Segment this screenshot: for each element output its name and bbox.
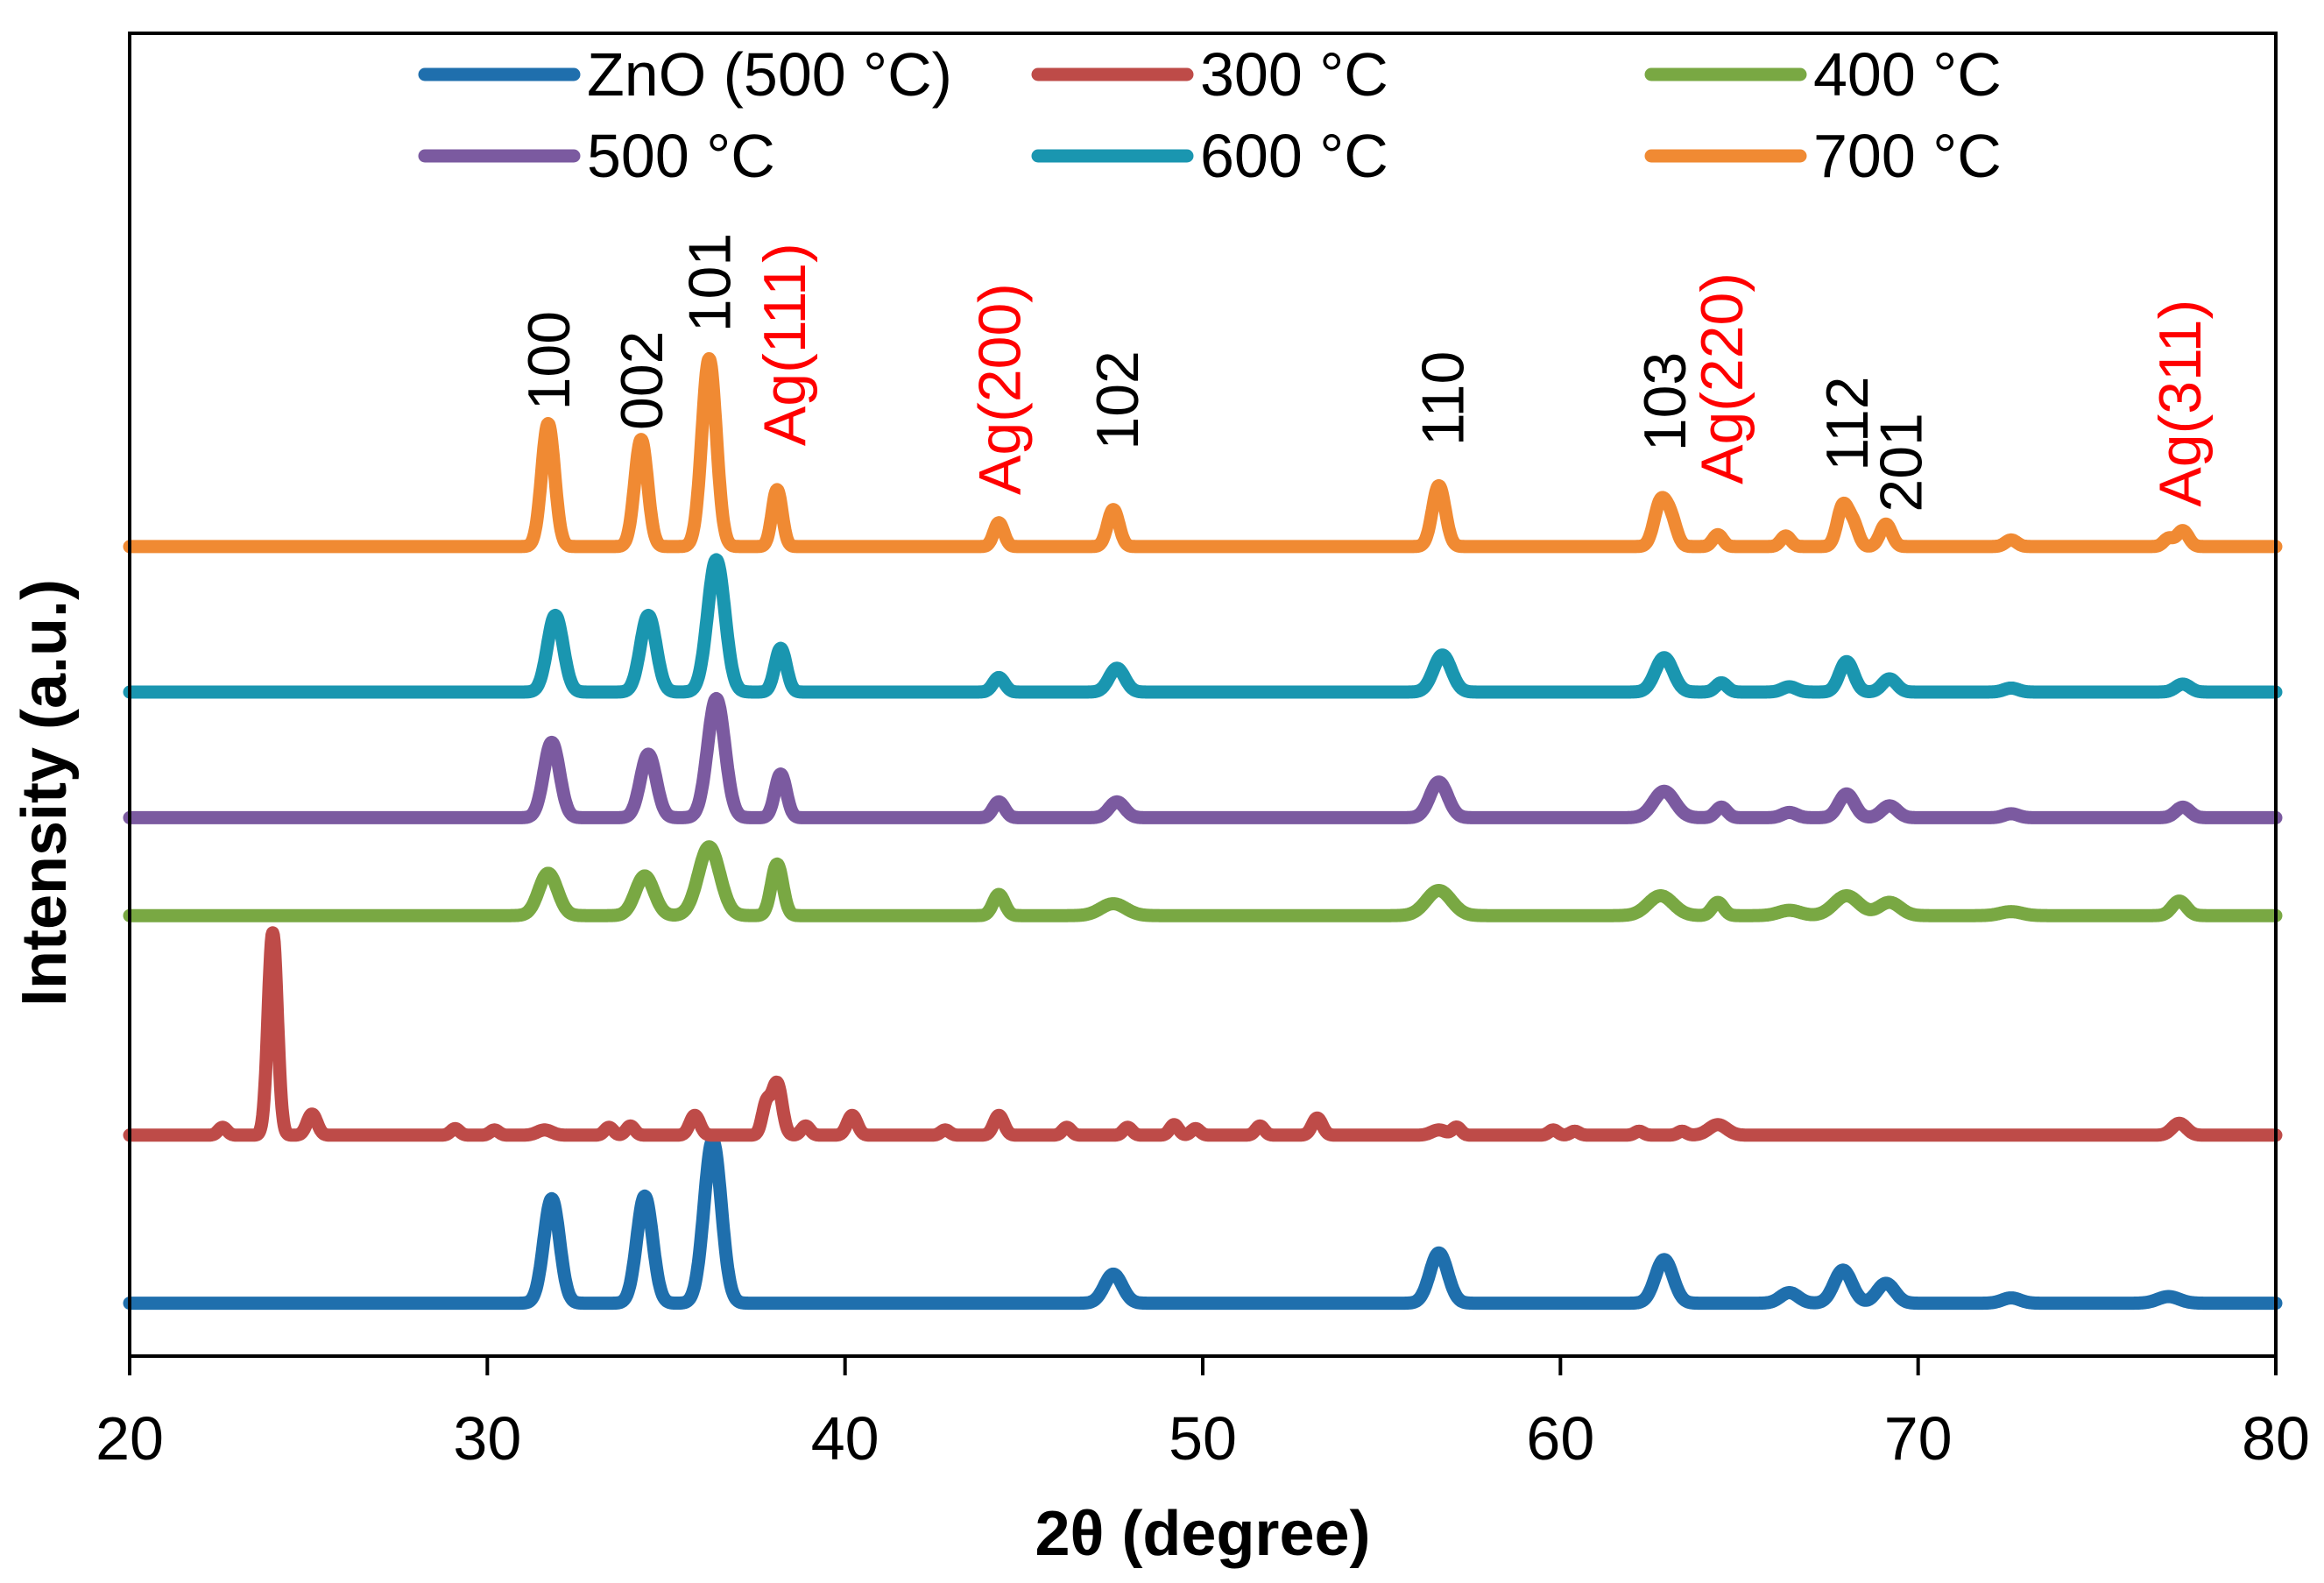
peak-label-6: 110 — [1410, 351, 1477, 446]
series-line-3 — [123, 692, 2283, 824]
x-tick-label-40: 40 — [811, 1404, 879, 1473]
x-tick-label-20: 20 — [95, 1404, 164, 1473]
peak-label-10: 201 — [1868, 413, 1934, 512]
legend-label-5: 700 °C — [1813, 122, 2002, 190]
peak-label-4: Ag(200) — [966, 283, 1033, 495]
x-tick-label-50: 50 — [1169, 1404, 1237, 1473]
y-axis-title: Intensity (a.u.) — [10, 579, 80, 1007]
peak-label-3: Ag(111) — [752, 243, 818, 446]
legend-label-1: 300 °C — [1200, 40, 1388, 109]
peak-label-2: 101 — [677, 233, 744, 332]
legend-label-3: 500 °C — [587, 122, 775, 190]
series-line-5 — [123, 352, 2283, 554]
legend-label-4: 600 °C — [1200, 122, 1388, 190]
legend-label-2: 400 °C — [1813, 40, 2002, 109]
peak-label-1: 002 — [609, 331, 675, 430]
peak-label-8: Ag(220) — [1689, 272, 1755, 484]
peak-label-5: 102 — [1084, 350, 1151, 449]
x-axis-title: 2θ (degree) — [1035, 1499, 1370, 1569]
legend: ZnO (500 °C) 300 °C 400 °C 500 °C 600 °C 700 … — [418, 40, 2002, 190]
x-tick-label-70: 70 — [1884, 1404, 1953, 1473]
peak-label-0: 100 — [516, 311, 583, 410]
peak-label-7: 103 — [1632, 352, 1699, 451]
x-tick-label-60: 60 — [1526, 1404, 1594, 1473]
x-tick-label-30: 30 — [453, 1404, 521, 1473]
series-line-0 — [123, 1134, 2283, 1311]
series-line-1 — [123, 926, 2283, 1142]
peak-label-11: Ag(311) — [2147, 300, 2214, 507]
tick-layer: 20 30 40 50 60 70 80 — [95, 1356, 2310, 1473]
series-layer — [123, 352, 2283, 1311]
x-tick-label-80: 80 — [2242, 1404, 2310, 1473]
series-line-4 — [123, 553, 2283, 699]
peak-label-9: 112 — [1814, 376, 1881, 470]
legend-label-0: ZnO (500 °C) — [587, 40, 952, 109]
series-line-2 — [123, 840, 2283, 922]
